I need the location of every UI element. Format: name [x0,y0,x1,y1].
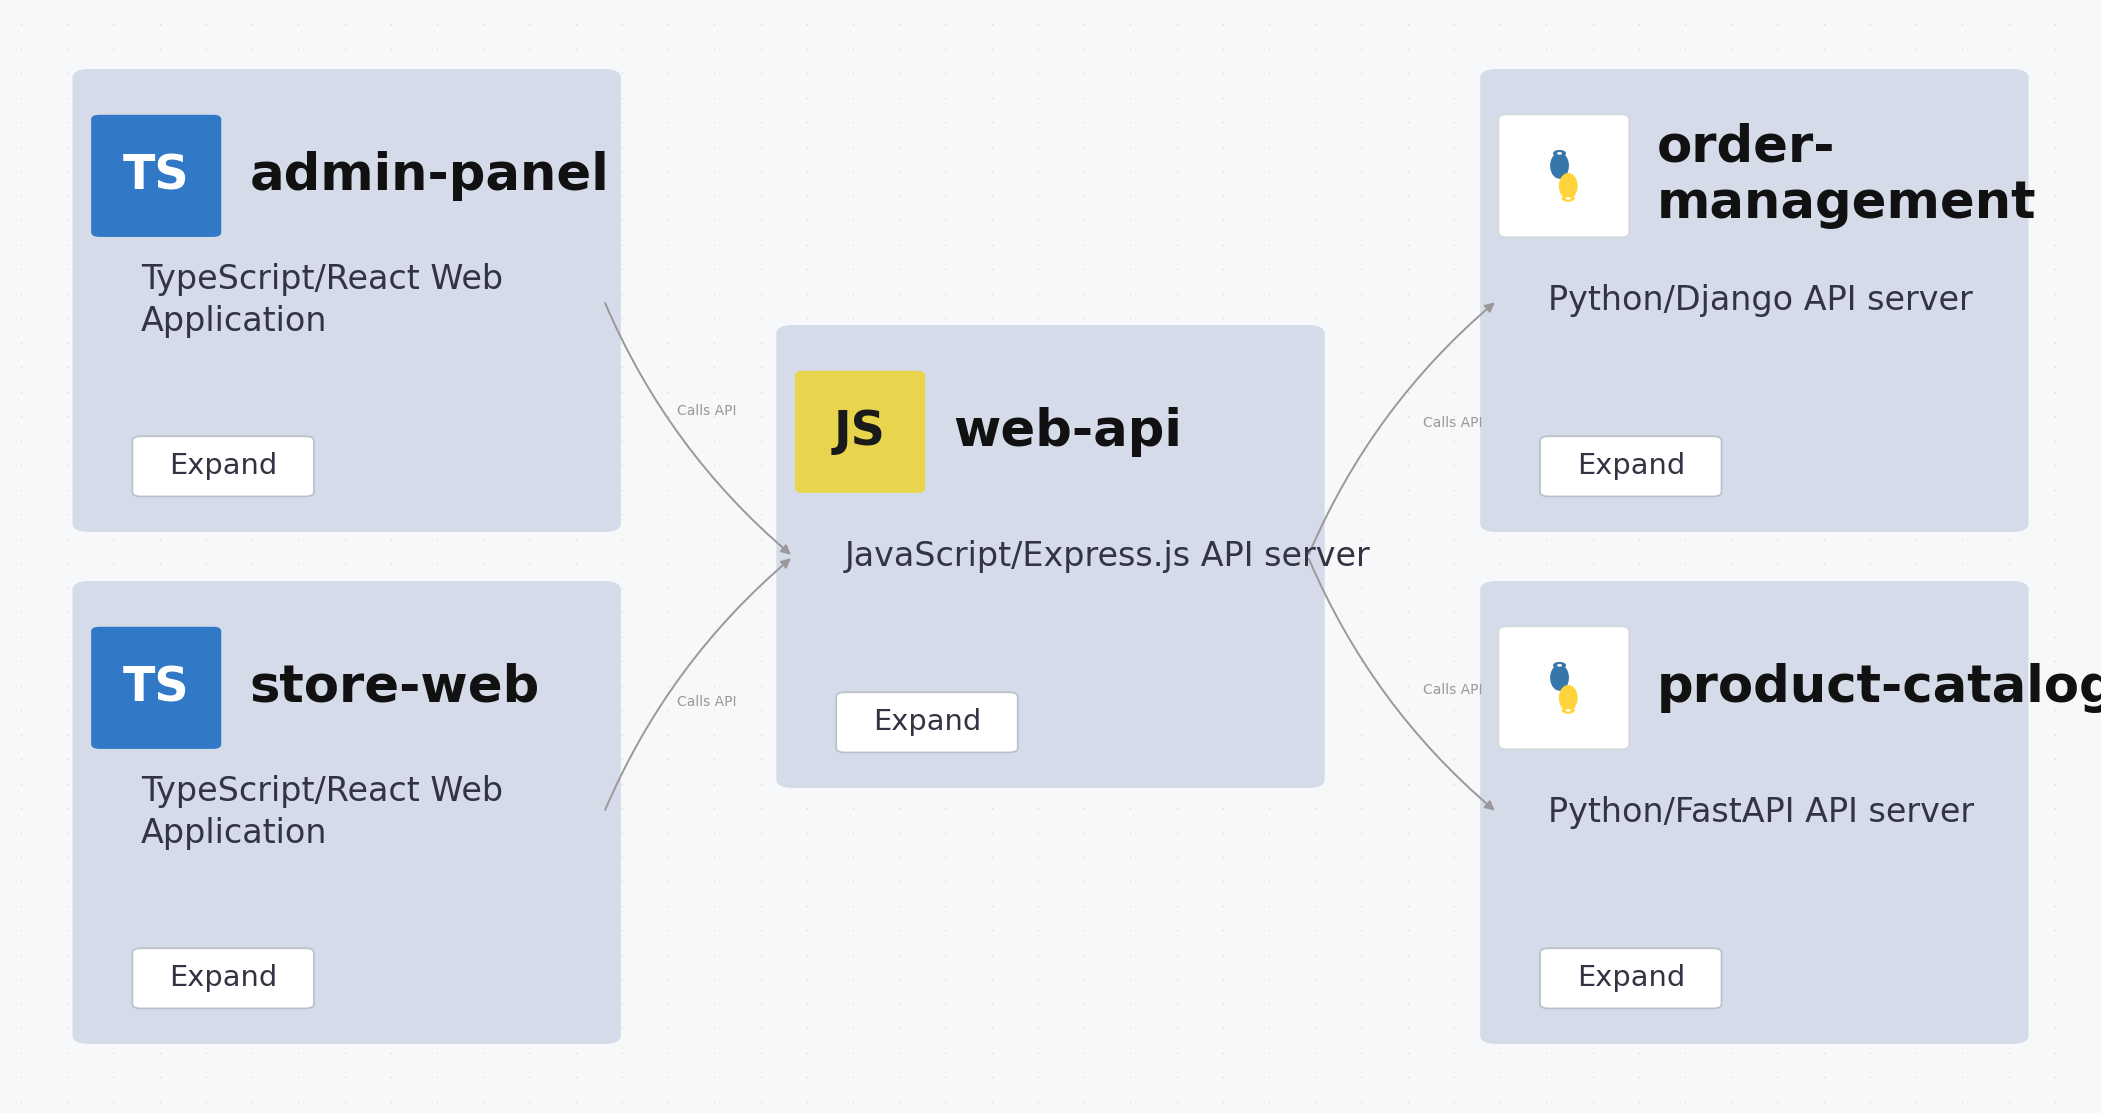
Circle shape [1565,197,1572,199]
FancyBboxPatch shape [1540,436,1721,496]
FancyBboxPatch shape [132,436,313,496]
Text: Expand: Expand [872,708,981,737]
Ellipse shape [1559,684,1578,711]
Text: store-web: store-web [250,663,540,712]
Text: Expand: Expand [168,964,277,993]
FancyBboxPatch shape [74,69,622,532]
Text: Expand: Expand [1576,964,1685,993]
FancyBboxPatch shape [132,948,313,1008]
FancyBboxPatch shape [90,115,221,237]
Ellipse shape [1559,173,1578,199]
Text: TypeScript/React Web
Application: TypeScript/React Web Application [141,263,502,338]
Text: TS: TS [122,664,189,711]
FancyBboxPatch shape [74,581,622,1044]
Ellipse shape [1551,664,1569,691]
Text: TS: TS [122,152,189,199]
FancyArrowPatch shape [605,303,790,553]
Text: product-catalog: product-catalog [1658,663,2101,712]
Text: Calls API: Calls API [1422,416,1481,431]
Ellipse shape [1551,152,1569,179]
Circle shape [1553,662,1565,669]
FancyBboxPatch shape [794,371,924,493]
Text: admin-panel: admin-panel [250,151,609,200]
Text: web-api: web-api [954,407,1183,456]
FancyArrowPatch shape [1309,559,1494,809]
Circle shape [1565,709,1572,711]
Text: TypeScript/React Web
Application: TypeScript/React Web Application [141,775,502,850]
Circle shape [1553,150,1565,157]
Circle shape [1557,152,1561,155]
FancyBboxPatch shape [1479,581,2027,1044]
Text: Python/Django API server: Python/Django API server [1548,284,1973,317]
Circle shape [1557,664,1561,667]
FancyArrowPatch shape [1309,304,1494,554]
Text: Calls API: Calls API [677,404,735,418]
Circle shape [1561,707,1576,713]
FancyBboxPatch shape [1498,115,1628,237]
FancyBboxPatch shape [775,325,1326,788]
Circle shape [1561,195,1576,201]
Text: JavaScript/Express.js API server: JavaScript/Express.js API server [845,540,1370,573]
Text: JS: JS [834,408,887,455]
FancyBboxPatch shape [1479,69,2027,532]
Text: Calls API: Calls API [1422,682,1481,697]
FancyBboxPatch shape [90,627,221,749]
Text: Python/FastAPI API server: Python/FastAPI API server [1548,796,1975,829]
FancyBboxPatch shape [1540,948,1721,1008]
Text: order-
management: order- management [1658,122,2036,229]
FancyArrowPatch shape [605,560,790,810]
Text: Expand: Expand [168,452,277,481]
Text: Calls API: Calls API [677,695,735,709]
Text: Expand: Expand [1576,452,1685,481]
FancyBboxPatch shape [836,692,1017,752]
FancyBboxPatch shape [1498,627,1628,749]
